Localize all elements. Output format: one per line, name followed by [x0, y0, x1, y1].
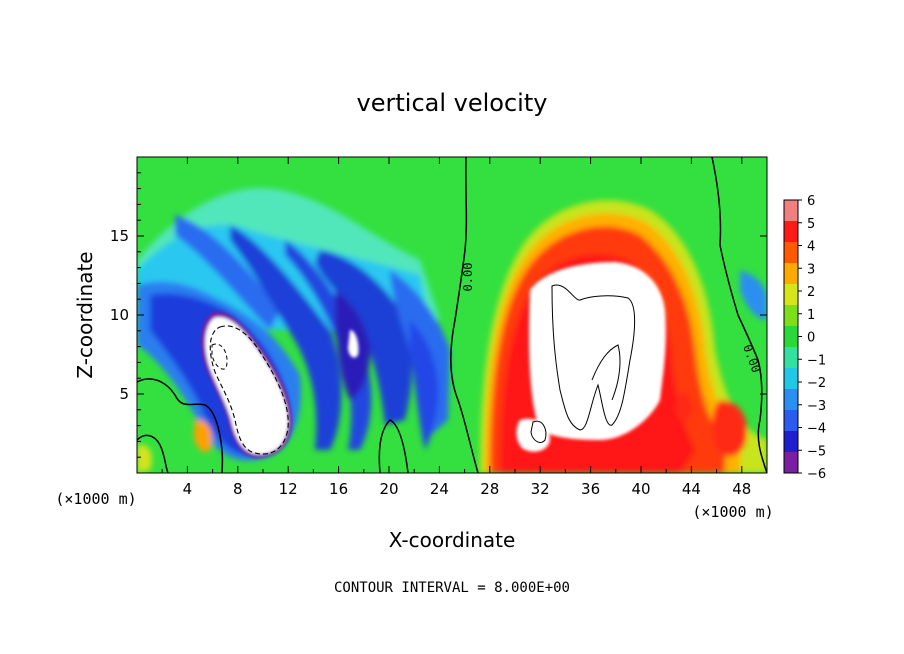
colorbar-swatch [784, 452, 798, 474]
zero-contour-middle [450, 157, 479, 473]
x-tick-label: 32 [531, 480, 550, 498]
colorbar-label: 4 [807, 240, 815, 255]
footer-contour-interval: CONTOUR INTERVAL = 8.000E+00 [334, 580, 570, 596]
contour-label-0: 0.00 [461, 263, 475, 292]
colorbar-label: 6 [807, 194, 815, 209]
chart-title: vertical velocity [357, 89, 548, 117]
x-ticks: 4 8 12 16 20 24 28 32 36 40 44 48 [161, 157, 751, 498]
y-ticks: 5 10 15 [110, 172, 767, 458]
y-tick-label: 5 [119, 385, 129, 403]
colorbar-label: 0 [807, 331, 815, 346]
colorbar-swatch [784, 263, 798, 285]
x-axis-label: X-coordinate [389, 528, 516, 552]
colorbar-label: −2 [807, 376, 826, 391]
x-tick-label: 40 [631, 480, 650, 498]
plot-area [137, 157, 767, 473]
x-tick-label: 12 [279, 480, 298, 498]
colorbar-label: −5 [807, 444, 826, 459]
colorbar-swatch [784, 221, 798, 243]
x-tick-label: 28 [480, 480, 499, 498]
x-unit-right: (×1000 m) [692, 503, 773, 521]
x-tick-label: 44 [682, 480, 701, 498]
colorbar-label: −1 [807, 353, 826, 368]
colorbar-swatch [784, 431, 798, 453]
x-tick-label: 4 [183, 480, 193, 498]
colorbar-label: −3 [807, 399, 826, 414]
colorbar-swatch [784, 200, 798, 222]
colorbar-swatch [784, 284, 798, 306]
colorbar-label: 5 [807, 217, 815, 232]
colorbar-label: −6 [807, 467, 826, 482]
contour-lines [137, 157, 767, 473]
negative-contour [209, 325, 289, 455]
zero-contour-right [711, 157, 767, 473]
colorbar-swatch [784, 368, 798, 390]
colorbar-swatch [784, 242, 798, 264]
colorbar-label: 1 [807, 308, 815, 323]
x-tick-label: 8 [233, 480, 243, 498]
x-tick-label: 16 [329, 480, 348, 498]
colorbar-swatch [784, 410, 798, 432]
colorbar-label: 3 [807, 262, 815, 277]
x-tick-label: 24 [430, 480, 449, 498]
zero-contour-left [137, 378, 224, 473]
colorbar-swatch [784, 305, 798, 327]
x-tick-label: 48 [732, 480, 751, 498]
positive-contour [551, 284, 636, 431]
x-tick-label: 36 [581, 480, 600, 498]
y-tick-label: 10 [110, 306, 129, 324]
colorbar: 6 5 4 3 2 1 0 −1 −2 −3 −4 −5 −6 [783, 194, 826, 482]
x-tick-label: 20 [379, 480, 398, 498]
colorbar-swatch [784, 389, 798, 411]
y-axis-label: Z-coordinate [73, 251, 97, 378]
x-unit-left: (×1000 m) [55, 490, 136, 508]
colorbar-swatch [784, 326, 798, 348]
y-tick-label: 15 [110, 227, 129, 245]
colorbar-swatch [784, 347, 798, 369]
colorbar-label: −4 [807, 422, 826, 437]
colorbar-label: 2 [807, 285, 815, 300]
